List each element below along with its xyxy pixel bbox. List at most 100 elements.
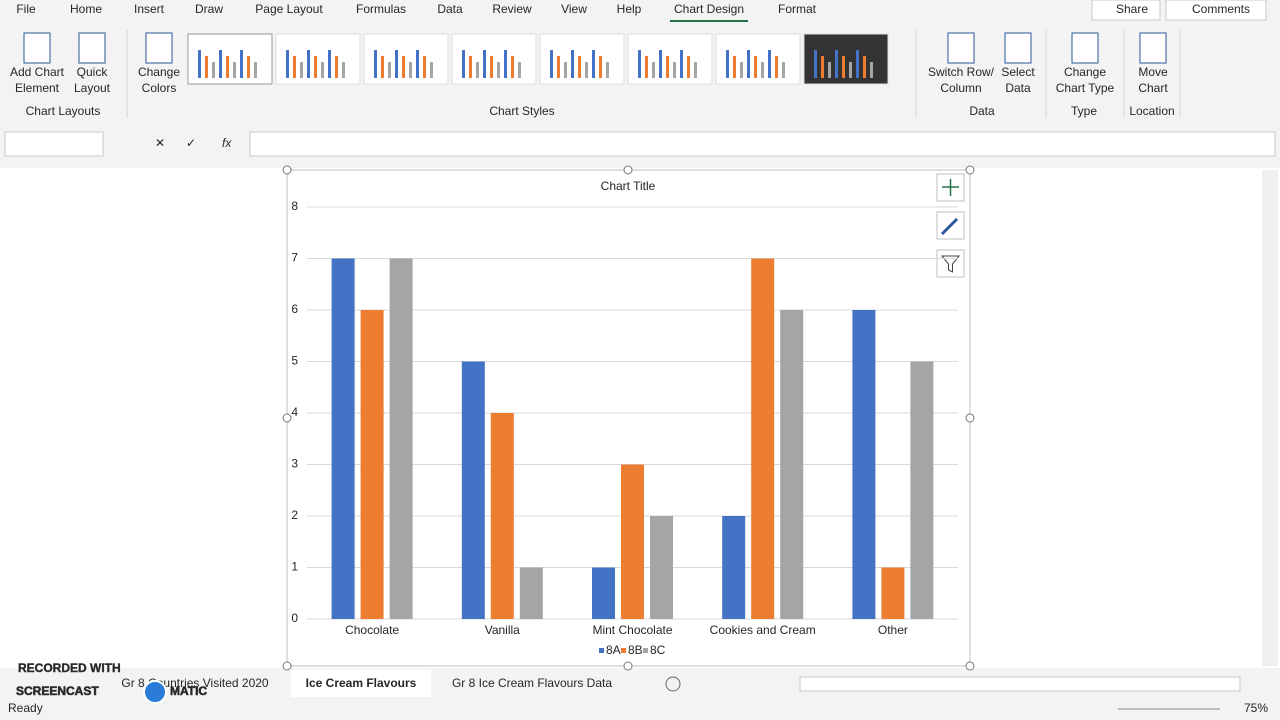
horizontal-scrollbar[interactable] — [799, 676, 1241, 692]
button-label[interactable]: Column — [940, 81, 981, 95]
bar[interactable] — [490, 413, 514, 619]
bar[interactable] — [751, 258, 775, 620]
button-label[interactable]: Data — [1005, 81, 1031, 95]
selection-handle[interactable] — [282, 165, 292, 175]
legend-label[interactable]: 8A — [606, 643, 621, 657]
bar[interactable] — [881, 567, 905, 620]
selection-handle[interactable] — [623, 165, 633, 175]
chart-style-thumbnail[interactable] — [715, 33, 801, 85]
ribbon-tab[interactable]: Chart Design — [674, 2, 744, 16]
name-box[interactable] — [4, 131, 104, 157]
chart-style-thumbnail[interactable] — [451, 33, 537, 85]
y-tick-label: 6 — [291, 302, 298, 316]
bar[interactable] — [461, 361, 485, 620]
bar[interactable] — [780, 310, 804, 619]
bar[interactable] — [389, 258, 413, 620]
comments-button[interactable] — [1165, 0, 1267, 21]
bar[interactable] — [650, 516, 673, 619]
ribbon-tab[interactable]: Home — [70, 2, 102, 16]
ribbon-tab[interactable]: Draw — [195, 2, 223, 16]
bar[interactable] — [621, 464, 644, 620]
thumbnail-bar — [659, 50, 662, 78]
ribbon-tab[interactable]: View — [561, 2, 587, 16]
bar[interactable] — [910, 361, 934, 620]
chart-filters-button[interactable] — [936, 249, 965, 278]
button-label[interactable]: Add Chart — [10, 65, 65, 79]
thumbnail-bar — [775, 56, 778, 78]
bar[interactable] — [592, 567, 615, 620]
bar[interactable] — [852, 310, 876, 619]
button-label[interactable]: Chart Type — [1056, 81, 1115, 95]
chart-style-thumbnail[interactable] — [803, 33, 889, 85]
zoom-level[interactable]: 75% — [1244, 701, 1268, 715]
chart-style-thumbnail[interactable] — [275, 33, 361, 85]
sheet-tab[interactable]: Gr 8 Ice Cream Flavours Data — [452, 676, 612, 690]
thumbnail-bar — [462, 50, 465, 78]
bar[interactable] — [722, 516, 746, 619]
thumbnail-bar — [856, 50, 859, 78]
button-label[interactable]: Change — [1064, 65, 1106, 79]
button-label[interactable]: Change — [138, 65, 180, 79]
ribbon-tab[interactable]: File — [16, 2, 36, 16]
thumbnail-bar — [504, 50, 507, 78]
chart-elements-button[interactable] — [936, 173, 965, 202]
selection-handle[interactable] — [282, 413, 292, 423]
ribbon-tab[interactable]: Page Layout — [255, 2, 323, 16]
active-sheet-tab — [291, 670, 431, 697]
vertical-scrollbar[interactable] — [1262, 170, 1278, 666]
chart-style-thumbnail[interactable] — [627, 33, 713, 85]
formula-input[interactable] — [249, 131, 1276, 157]
group-label: Data — [969, 104, 995, 118]
thumbnail-bar — [300, 62, 303, 78]
button-icon — [23, 32, 51, 64]
chart-style-thumbnail[interactable] — [539, 33, 625, 85]
thumbnail-bar — [768, 50, 771, 78]
filter-icon — [940, 255, 961, 273]
bar[interactable] — [360, 310, 384, 619]
selection-handle[interactable] — [623, 661, 633, 671]
thumbnail-bar — [863, 56, 866, 78]
thumbnail-bar — [374, 50, 377, 78]
selection-handle[interactable] — [282, 661, 292, 671]
ribbon-tab[interactable]: Review — [492, 2, 532, 16]
share-button[interactable] — [1091, 0, 1161, 21]
button-label[interactable]: Colors — [142, 81, 177, 95]
chart-title[interactable]: Chart Title — [601, 179, 656, 193]
comments-label[interactable]: Comments — [1192, 2, 1250, 16]
bar[interactable] — [331, 258, 355, 620]
button-icon — [1004, 32, 1032, 64]
legend-label[interactable]: 8C — [650, 643, 666, 657]
share-label[interactable]: Share — [1116, 2, 1148, 16]
function-icon[interactable]: fx — [222, 136, 232, 150]
button-label[interactable]: Switch Row/ — [928, 65, 995, 79]
y-tick-label: 1 — [291, 560, 298, 574]
selection-handle[interactable] — [965, 413, 975, 423]
button-label[interactable]: Quick — [77, 65, 109, 79]
ribbon-tab[interactable]: Data — [437, 2, 463, 16]
ribbon-tab[interactable]: Insert — [134, 2, 165, 16]
selection-handle[interactable] — [965, 165, 975, 175]
sheet-tab[interactable]: Ice Cream Flavours — [306, 676, 417, 690]
button-label[interactable]: Element — [15, 81, 60, 95]
thumbnail-bar — [599, 56, 602, 78]
button-label[interactable]: Move — [1138, 65, 1168, 79]
ribbon-tab[interactable]: Help — [617, 2, 642, 16]
y-tick-label: 5 — [291, 354, 298, 368]
legend-label[interactable]: 8B — [628, 643, 643, 657]
add-sheet-button[interactable] — [665, 676, 681, 692]
y-tick-label: 3 — [291, 457, 298, 471]
chart-style-thumbnail[interactable] — [363, 33, 449, 85]
selection-handle[interactable] — [965, 661, 975, 671]
thumbnail-bar — [226, 56, 229, 78]
group-label: Type — [1071, 104, 1097, 118]
y-tick-label: 2 — [291, 508, 298, 522]
ribbon-tab[interactable]: Formulas — [356, 2, 406, 16]
chart-style-thumbnail[interactable] — [187, 33, 273, 85]
button-label[interactable]: Chart — [1138, 81, 1168, 95]
ribbon-tab[interactable]: Format — [778, 2, 817, 16]
button-label[interactable]: Layout — [74, 81, 111, 95]
cancel-icon: ✕ — [155, 136, 165, 150]
button-label[interactable]: Select — [1001, 65, 1035, 79]
bar[interactable] — [519, 567, 543, 620]
